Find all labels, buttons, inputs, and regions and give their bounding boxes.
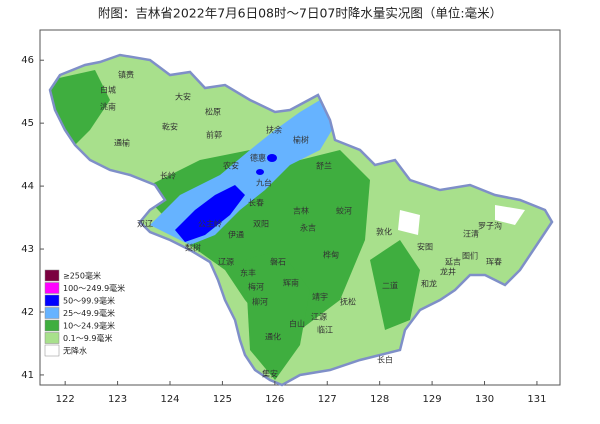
legend-swatch xyxy=(44,344,60,357)
place-label: 榆树 xyxy=(293,135,309,145)
x-tick-label: 129 xyxy=(423,394,442,405)
place-label: 柳河 xyxy=(252,297,268,307)
x-tick-label: 122 xyxy=(56,394,75,405)
legend-swatch xyxy=(44,319,60,332)
x-tick-label: 123 xyxy=(108,394,127,405)
place-label: 安图 xyxy=(417,242,433,252)
place-label: 长白 xyxy=(377,355,393,365)
place-label: 江源 xyxy=(311,313,327,322)
place-label: 前郭 xyxy=(206,130,222,140)
legend-label: 0.1～9.9毫米 xyxy=(63,333,112,343)
place-label: 永吉 xyxy=(300,223,316,233)
y-tick-label: 43 xyxy=(21,244,34,255)
place-label: 双阳 xyxy=(253,220,269,229)
place-label: 龙井 xyxy=(440,267,456,277)
area xyxy=(495,205,525,225)
place-label: 蛟河 xyxy=(336,206,352,216)
place-label: 大安 xyxy=(175,92,191,102)
place-label: 梨树 xyxy=(185,243,201,253)
x-tick-label: 128 xyxy=(370,394,389,405)
place-label: 桦甸 xyxy=(323,250,339,260)
x-tick-label: 127 xyxy=(318,394,337,405)
place-label: 舒兰 xyxy=(316,161,332,171)
place-label: 扶余 xyxy=(266,125,282,135)
place-label: 长春 xyxy=(248,198,264,208)
area xyxy=(256,169,264,175)
place-labels: 镇赉 白城 洮南 大安 松原 乾安 通榆 前郭 扶余 榆树 长岭 农安 德惠 舒… xyxy=(100,70,502,379)
legend: ≥250毫米 100～249.9毫米 50～99.9毫米 25～49.9毫米 10～24… xyxy=(44,269,125,357)
area xyxy=(245,250,310,380)
place-label: 乾安 xyxy=(162,122,178,132)
map-title: 附图：吉林省2022年7月6日08时～7日07时降水量实况图（单位:毫米） xyxy=(98,6,502,21)
place-label: 抚松 xyxy=(340,297,356,307)
place-label: 梅河 xyxy=(248,282,264,292)
place-label: 图们 xyxy=(462,251,478,261)
y-tick-label: 45 xyxy=(21,118,34,129)
place-label: 通榆 xyxy=(114,138,130,148)
place-label: 靖宇 xyxy=(312,292,328,302)
place-label: 敦化 xyxy=(376,227,392,237)
legend-label: 无降水 xyxy=(63,346,87,356)
place-label: 集安 xyxy=(262,369,278,379)
legend-label: 50～99.9毫米 xyxy=(63,296,115,306)
place-label: 长岭 xyxy=(160,171,176,181)
place-label: 公主岭 xyxy=(198,219,222,229)
place-label: 德惠 xyxy=(250,153,266,163)
place-label: 罗子沟 xyxy=(478,221,502,231)
place-label: 珲春 xyxy=(486,257,502,267)
legend-label: ≥250毫米 xyxy=(63,271,101,281)
y-tick-label: 44 xyxy=(21,181,34,192)
y-tick-label: 46 xyxy=(21,55,34,66)
place-label: 吉林 xyxy=(293,206,309,216)
place-label: 二道 xyxy=(382,281,398,291)
place-label: 通化 xyxy=(265,332,281,342)
legend-label: 25～49.9毫米 xyxy=(63,308,115,318)
legend-swatch xyxy=(44,307,60,319)
area xyxy=(398,210,420,235)
legend-swatch xyxy=(44,282,60,294)
place-label: 双辽 xyxy=(137,220,153,229)
map-frame xyxy=(39,29,561,386)
place-label: 农安 xyxy=(223,161,239,171)
legend-label: 10～24.9毫米 xyxy=(63,321,115,331)
y-tick-label: 42 xyxy=(21,307,34,318)
place-label: 延吉 xyxy=(445,257,461,267)
area xyxy=(267,154,277,162)
area xyxy=(150,100,335,245)
x-tick-label: 126 xyxy=(265,394,284,405)
x-tick-label: 124 xyxy=(160,394,179,405)
area xyxy=(370,240,420,330)
place-label: 磐石 xyxy=(270,257,286,267)
legend-label: 100～249.9毫米 xyxy=(63,283,125,293)
place-label: 辉南 xyxy=(283,278,299,288)
x-tick-label: 130 xyxy=(475,394,494,405)
place-label: 九台 xyxy=(256,178,272,188)
legend-swatch xyxy=(44,269,60,282)
place-label: 洮南 xyxy=(100,102,116,112)
place-label: 伊通 xyxy=(228,230,244,240)
area xyxy=(175,185,245,242)
place-label: 临江 xyxy=(317,325,333,335)
y-tick-label: 41 xyxy=(21,370,34,381)
place-label: 和龙 xyxy=(421,279,437,289)
x-tick-label: 131 xyxy=(527,394,546,405)
place-label: 汪清 xyxy=(463,229,479,239)
place-label: 辽源 xyxy=(218,258,234,267)
x-tick-label: 125 xyxy=(213,394,232,405)
place-label: 镇赉 xyxy=(118,70,134,80)
legend-swatch xyxy=(44,332,60,344)
place-label: 白城 xyxy=(100,85,116,95)
legend-swatch xyxy=(44,294,60,307)
place-label: 东丰 xyxy=(240,268,256,278)
place-label: 松原 xyxy=(205,107,221,117)
place-label: 白山 xyxy=(289,319,305,329)
